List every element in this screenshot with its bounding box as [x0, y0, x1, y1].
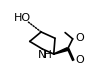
Text: H: H	[44, 50, 51, 60]
Text: O: O	[75, 55, 84, 65]
Polygon shape	[54, 48, 68, 54]
Text: O: O	[75, 33, 84, 43]
Text: N: N	[38, 50, 47, 60]
Text: HO: HO	[14, 13, 31, 23]
